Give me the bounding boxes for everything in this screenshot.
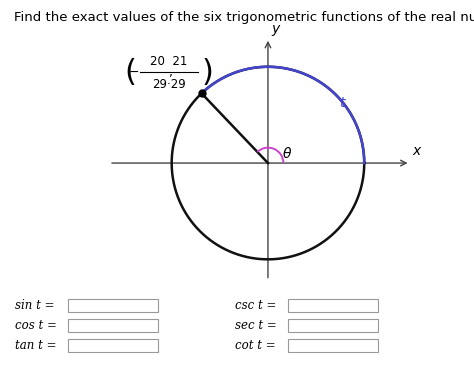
Text: Find the exact values of the six trigonometric functions of the real number t.: Find the exact values of the six trigono… bbox=[14, 11, 474, 24]
Text: cot t =: cot t = bbox=[235, 339, 275, 352]
Text: $t$: $t$ bbox=[339, 96, 347, 110]
Text: x: x bbox=[412, 144, 420, 158]
Bar bbox=[68, 319, 158, 332]
Text: 29·29: 29·29 bbox=[152, 78, 186, 91]
Bar bbox=[288, 299, 378, 312]
Text: $\theta$: $\theta$ bbox=[282, 146, 292, 161]
Text: cos t =: cos t = bbox=[15, 319, 57, 332]
Text: tan t =: tan t = bbox=[15, 339, 56, 352]
Text: ): ) bbox=[201, 58, 213, 86]
Text: csc t =: csc t = bbox=[235, 299, 276, 312]
Bar bbox=[288, 319, 378, 332]
Text: ,: , bbox=[169, 66, 173, 79]
Bar bbox=[68, 299, 158, 312]
Bar bbox=[68, 339, 158, 352]
Text: 20  21: 20 21 bbox=[150, 55, 188, 68]
Text: (: ( bbox=[124, 58, 136, 86]
Text: y: y bbox=[272, 22, 280, 36]
Text: sec t =: sec t = bbox=[235, 319, 277, 332]
Text: −: − bbox=[128, 66, 139, 79]
Text: sin t =: sin t = bbox=[15, 299, 55, 312]
Bar bbox=[288, 339, 378, 352]
